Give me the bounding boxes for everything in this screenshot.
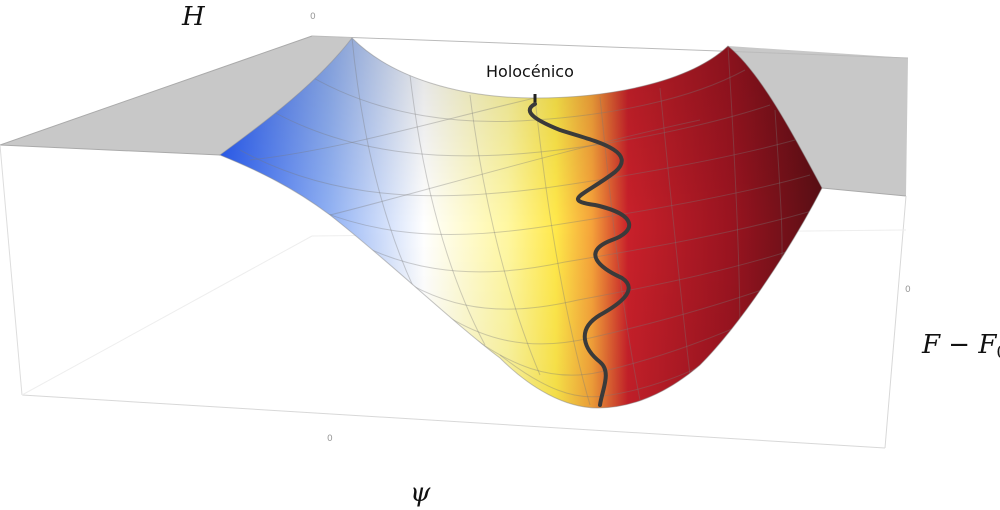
mesh-line <box>249 97 536 161</box>
mesh-line <box>599 96 641 401</box>
box-edge <box>821 187 907 197</box>
axis-label-f-subscript: 0 <box>996 343 1000 363</box>
axis-label-f-main: F − F <box>922 330 997 360</box>
axis-label-f-minus-f0: F − F0 <box>922 330 1000 363</box>
mesh-line <box>469 94 541 376</box>
surface-outline <box>218 37 823 409</box>
mesh-line <box>299 204 816 273</box>
mesh-line <box>399 279 791 345</box>
mesh-line <box>409 74 486 346</box>
box-edge <box>884 195 907 449</box>
mesh-line <box>349 239 809 310</box>
mesh-line <box>299 69 746 123</box>
bounding-box <box>0 35 909 449</box>
axis-label-psi: ψ <box>410 478 431 508</box>
holocene-annotation: Holocénico <box>486 62 574 81</box>
tick-label-right: 0 <box>905 285 911 295</box>
mesh-line <box>727 45 741 341</box>
mesh-line <box>449 311 771 376</box>
box-edge <box>21 394 886 449</box>
box-edge <box>311 35 909 59</box>
mesh-line <box>259 174 811 235</box>
tick-label-top: 0 <box>310 12 316 22</box>
box-edge <box>0 144 23 396</box>
mesh-line <box>329 119 701 216</box>
mesh-line <box>269 104 771 157</box>
mesh-line <box>239 139 796 197</box>
box-edge <box>0 35 313 146</box>
mesh-line <box>534 97 591 406</box>
potential-surface <box>218 37 823 409</box>
mesh-line <box>659 87 691 376</box>
axis-label-h: H <box>182 2 205 32</box>
trajectory-line <box>527 102 631 407</box>
box-edge <box>0 144 221 156</box>
box-back-wall-left <box>0 36 352 155</box>
holocene-trajectory <box>527 94 631 407</box>
tick-label-bottom: 0 <box>327 434 333 444</box>
box-back-wall-right <box>728 46 908 196</box>
box-edge <box>21 235 313 396</box>
